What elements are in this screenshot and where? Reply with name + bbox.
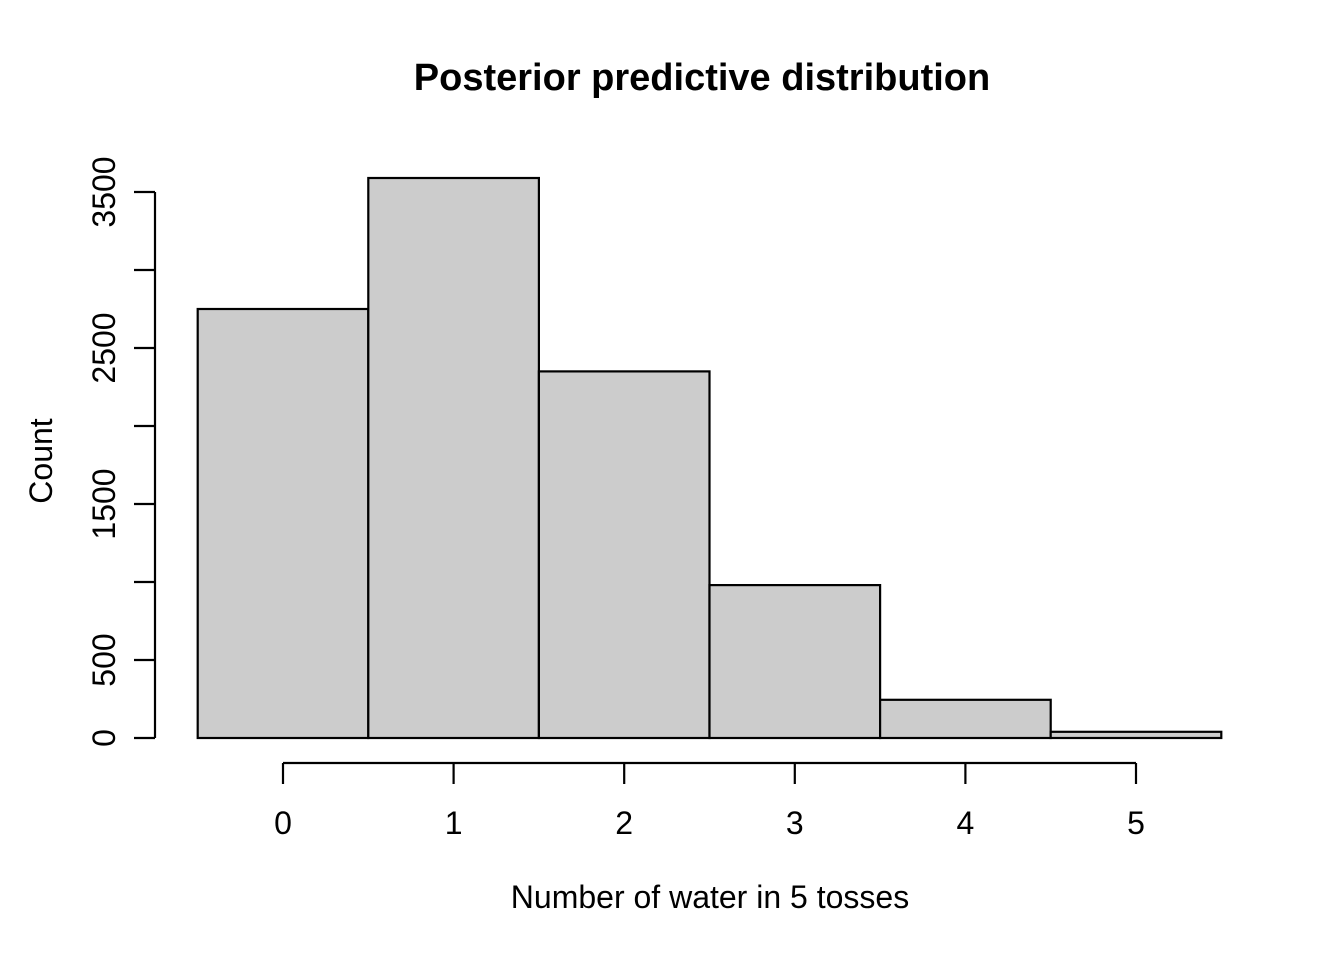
x-tick-label: 1 bbox=[445, 805, 463, 841]
x-tick-label: 2 bbox=[615, 805, 633, 841]
bars-group bbox=[196, 176, 1223, 740]
histogram-bar-0 bbox=[196, 307, 370, 740]
x-tick-label: 4 bbox=[957, 805, 975, 841]
histogram-bar-5 bbox=[1049, 730, 1223, 740]
histogram-bar-1 bbox=[367, 176, 540, 740]
y-tick-label: 1500 bbox=[86, 468, 122, 539]
x-axis-label: Number of water in 5 tosses bbox=[511, 879, 909, 915]
y-tick-label: 0 bbox=[86, 729, 122, 747]
histogram-bar-4 bbox=[878, 698, 1052, 740]
y-axis-label: Count bbox=[23, 418, 59, 504]
x-tick-label: 5 bbox=[1127, 805, 1145, 841]
y-tick-label: 2500 bbox=[86, 312, 122, 383]
y-tick-label: 3500 bbox=[86, 156, 122, 227]
chart-title: Posterior predictive distribution bbox=[414, 57, 990, 99]
y-tick-label: 500 bbox=[86, 633, 122, 686]
histogram-bar-3 bbox=[708, 583, 882, 740]
histogram-bar-2 bbox=[537, 370, 711, 740]
x-tick-label: 0 bbox=[274, 805, 292, 841]
x-tick-label: 3 bbox=[786, 805, 804, 841]
axes-group: 0 500 1500 2500 3500 0 1 2 3 4 5 bbox=[86, 156, 1145, 841]
